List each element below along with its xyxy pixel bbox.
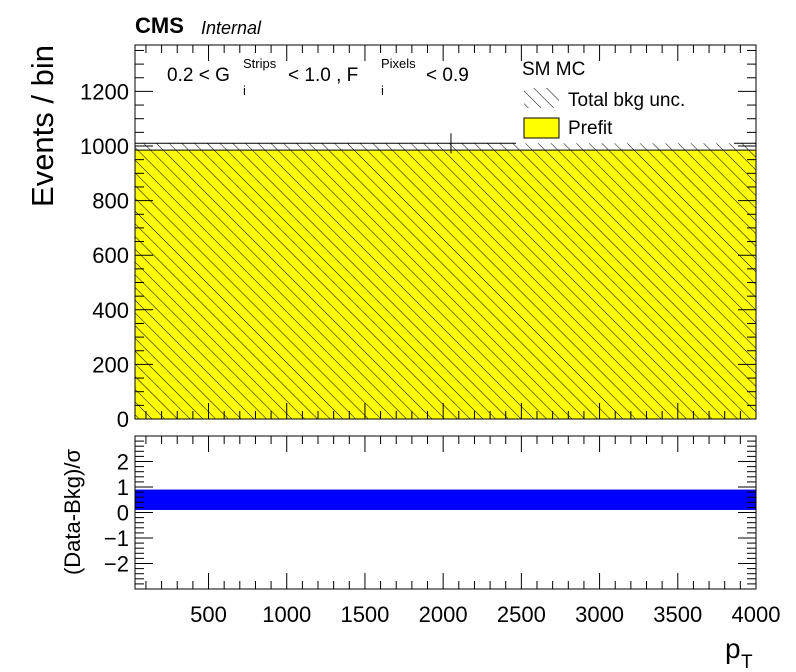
main-y-tick-label: 1000	[80, 134, 129, 159]
main-axes: 0 200 400 600 800 1000 1200	[80, 45, 757, 432]
main-y-tick-label: 1200	[80, 79, 129, 104]
uncertainty-hatch	[135, 143, 756, 419]
main-y-tick-label: 0	[117, 407, 129, 432]
x-tick-label: 4000	[732, 602, 781, 627]
x-tick-label: 3500	[653, 602, 702, 627]
ratio-y-tick-label: −1	[104, 526, 129, 551]
legend: SM MC Total bkg unc. Prefit	[522, 59, 685, 139]
main-plot-panel: 0 200 400 600 800 1000 1200	[80, 44, 757, 432]
legend-prefit-label: Prefit	[568, 118, 613, 139]
selection-part2: < 1.0 , F	[288, 65, 358, 86]
x-tick-label: 3000	[575, 602, 624, 627]
x-axis-title: p	[725, 633, 741, 664]
legend-unc-label: Total bkg unc.	[568, 90, 685, 111]
selection-part3: < 0.9	[426, 65, 469, 86]
x-tick-label: 2500	[497, 602, 546, 627]
legend-prefit-swatch	[523, 117, 560, 139]
internal-label: Internal	[201, 18, 262, 38]
main-frame	[134, 44, 757, 420]
legend-unc-swatch	[524, 88, 559, 108]
selection-label: 0.2 < G Strips i < 1.0 , F Pixels i < 0.…	[167, 56, 469, 98]
selection-f-sub: i	[381, 83, 384, 98]
ratio-y-tick-label: 0	[117, 501, 129, 526]
x-tick-label: 500	[190, 602, 227, 627]
ratio-y-tick-label: 2	[117, 450, 129, 475]
selection-part1: 0.2 < G	[167, 65, 230, 86]
main-y-axis-title: Events / bin	[25, 45, 60, 207]
cms-label: CMS	[135, 13, 184, 38]
selection-g-sub: i	[243, 83, 246, 98]
ratio-y-tick-label: −2	[104, 552, 129, 577]
main-y-tick-label: 400	[92, 298, 129, 323]
ratio-y-axis-title: (Data-Bkg)/σ	[60, 449, 85, 575]
selection-f-sup: Pixels	[381, 56, 416, 71]
pull-band	[135, 489, 756, 510]
ratio-marks	[135, 489, 756, 510]
x-tick-label: 2000	[419, 602, 468, 627]
x-tick-label: 1000	[262, 602, 311, 627]
main-y-tick-label: 600	[92, 243, 129, 268]
main-y-tick-label: 200	[92, 352, 129, 377]
legend-title: SM MC	[522, 59, 585, 80]
selection-g-sup: Strips	[243, 56, 277, 71]
main-marks	[134, 133, 757, 420]
ratio-y-tick-label: 1	[117, 475, 129, 500]
ratio-frame	[134, 435, 757, 590]
x-tick-label: 1500	[340, 602, 389, 627]
x-axis-title-sub: T	[741, 652, 753, 672]
main-y-tick-label: 800	[92, 189, 129, 214]
